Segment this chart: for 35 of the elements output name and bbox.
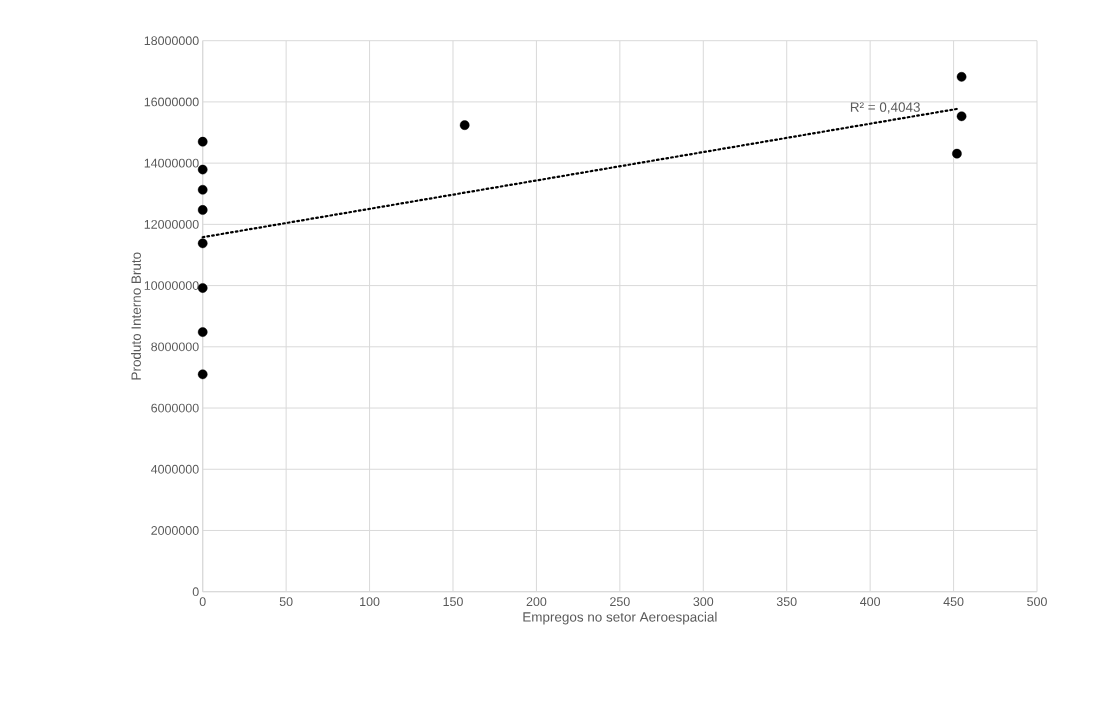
point <box>197 164 208 175</box>
x-axis-title: Empregos no setor Aeroespacial <box>523 611 717 625</box>
point <box>197 327 208 337</box>
x-tick-label: 400 <box>860 597 881 607</box>
x-tick-label: 500 <box>1027 597 1047 607</box>
x-tick-label: 350 <box>776 597 797 607</box>
point <box>197 205 208 215</box>
annotation: R² = 0,4043 <box>850 102 920 114</box>
x-tick-label: 300 <box>693 597 714 607</box>
y-tick-label: 16000000 <box>144 97 199 107</box>
y-tick-label: 12000000 <box>144 219 199 229</box>
x-tick-label: 100 <box>360 597 380 607</box>
x-tick-label: 450 <box>943 597 964 607</box>
y-tick-label: 18000000 <box>144 36 199 46</box>
y-tick-label: 4000000 <box>150 464 199 474</box>
x-tick-label: 0 <box>199 597 206 607</box>
y-tick-label: 2000000 <box>151 526 199 535</box>
point <box>956 111 967 122</box>
x-tick-label: 200 <box>526 597 547 607</box>
y-tick-label: 8000000 <box>151 342 199 352</box>
point <box>197 238 208 249</box>
x-tick-label: 250 <box>610 597 630 607</box>
y-tick-label: 0 <box>192 587 199 597</box>
point <box>197 184 208 195</box>
x-tick-label: 50 <box>279 597 293 607</box>
y-tick-label: 14000000 <box>144 158 199 168</box>
y-axis-title: Produto Interno Bruto <box>131 252 141 380</box>
point <box>197 369 208 380</box>
point <box>956 72 967 82</box>
point <box>197 136 208 147</box>
x-tick-label: 150 <box>443 597 463 607</box>
point <box>952 148 962 159</box>
point <box>459 120 470 130</box>
y-tick-label: 10000000 <box>144 281 199 290</box>
y-tick-label: 6000000 <box>151 403 199 413</box>
